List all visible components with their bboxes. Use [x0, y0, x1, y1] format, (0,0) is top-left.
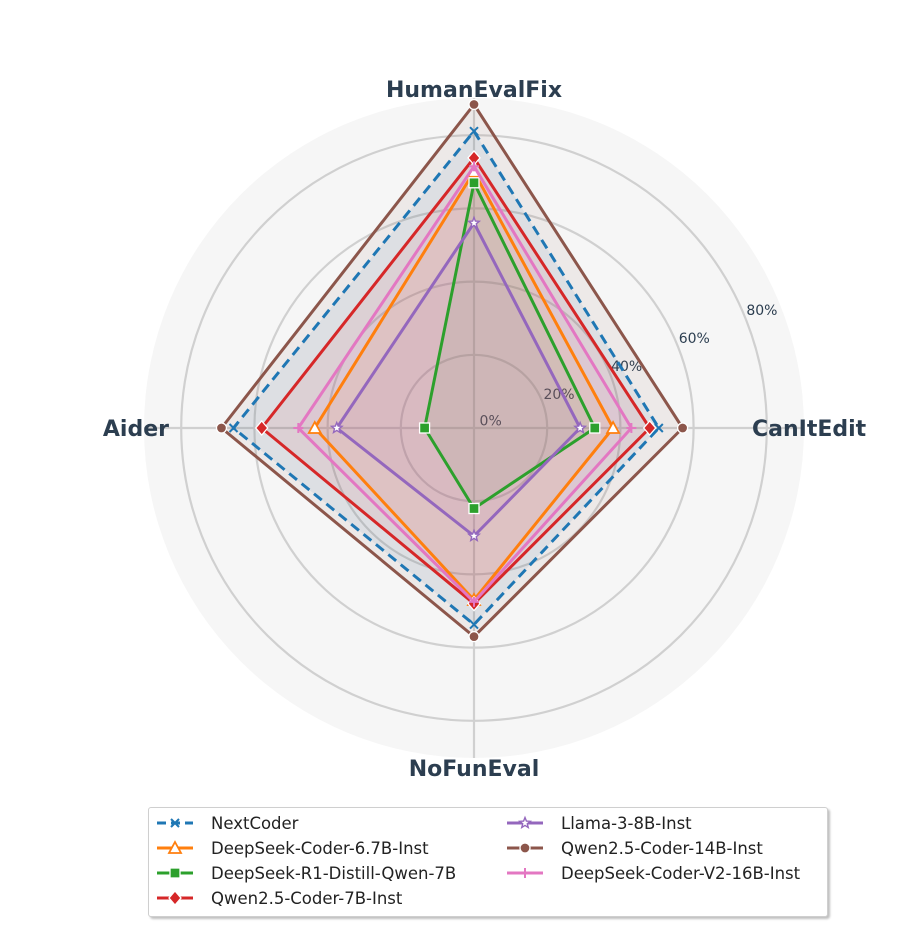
legend-marker-3: [168, 890, 182, 906]
radial-tick-label: 60%: [679, 331, 710, 347]
data-point-2-1: [589, 422, 601, 434]
data-point-5-2: [468, 630, 480, 643]
legend-label-3: Qwen2.5-Coder-7B-Inst: [211, 889, 403, 908]
radial-tick-label: 80%: [746, 303, 777, 319]
data-point-4-3: [329, 420, 344, 434]
series-line-0: [232, 129, 661, 626]
data-point-6-0: [469, 161, 479, 172]
axis-label-canitedit: CanItEdit: [752, 417, 867, 442]
legend-marker-4: [517, 815, 533, 829]
data-point-2-0: [468, 177, 480, 189]
series-fill-6: [298, 166, 632, 602]
data-point-0-2: [469, 619, 479, 630]
legend-marker-5: [519, 842, 531, 854]
data-point-4-1: [573, 420, 588, 434]
data-point-4-0: [466, 215, 482, 230]
series-fill-3: [261, 157, 650, 604]
series-fill-4: [336, 223, 581, 536]
legend-label-5: Qwen2.5-Coder-14B-Inst: [561, 839, 763, 858]
data-point-5-0: [468, 98, 480, 111]
data-point-5-3: [215, 422, 228, 434]
radial-tick-label: 0%: [480, 414, 502, 430]
legend-marker-2: [169, 867, 181, 879]
legend-label-2: DeepSeek-R1-Distill-Qwen-7B: [211, 864, 456, 883]
axis-label-humanevalfix: HumanEvalFix: [386, 78, 562, 103]
data-point-6-2: [469, 596, 479, 607]
legend-label-6: DeepSeek-Coder-V2-16B-Inst: [561, 864, 801, 883]
data-point-6-3: [293, 423, 304, 433]
data-point-1-3: [307, 420, 323, 434]
series-fill-2: [424, 182, 595, 509]
legend-label-1: DeepSeek-Coder-6.7B-Inst: [211, 839, 429, 858]
data-point-4-2: [466, 528, 482, 542]
data-point-2-2: [468, 502, 480, 515]
data-point-0-1: [654, 423, 664, 433]
series-fill-1: [314, 171, 614, 601]
legend-marker-1: [167, 840, 183, 854]
legend: NextCoder DeepSeek-Coder-6.7B-Inst DeepSee…: [148, 807, 828, 917]
data-point-1-1: [605, 420, 621, 434]
axis-label-aider: Aider: [103, 417, 169, 442]
series-fill-5: [221, 104, 683, 637]
data-point-5-1: [676, 422, 689, 434]
data-point-0-0: [469, 126, 479, 136]
legend-label-0: NextCoder: [211, 814, 299, 833]
data-point-3-1: [642, 420, 657, 436]
legend-marker-6: [520, 868, 530, 878]
data-point-3-3: [254, 420, 269, 436]
data-point-6-1: [626, 423, 637, 433]
axis-label-nofuneval: NoFunEval: [409, 757, 540, 782]
data-point-0-3: [228, 423, 239, 433]
legend-label-4: Llama-3-8B-Inst: [561, 814, 692, 833]
legend-marker-0: [170, 818, 180, 828]
data-point-2-3: [418, 422, 431, 434]
